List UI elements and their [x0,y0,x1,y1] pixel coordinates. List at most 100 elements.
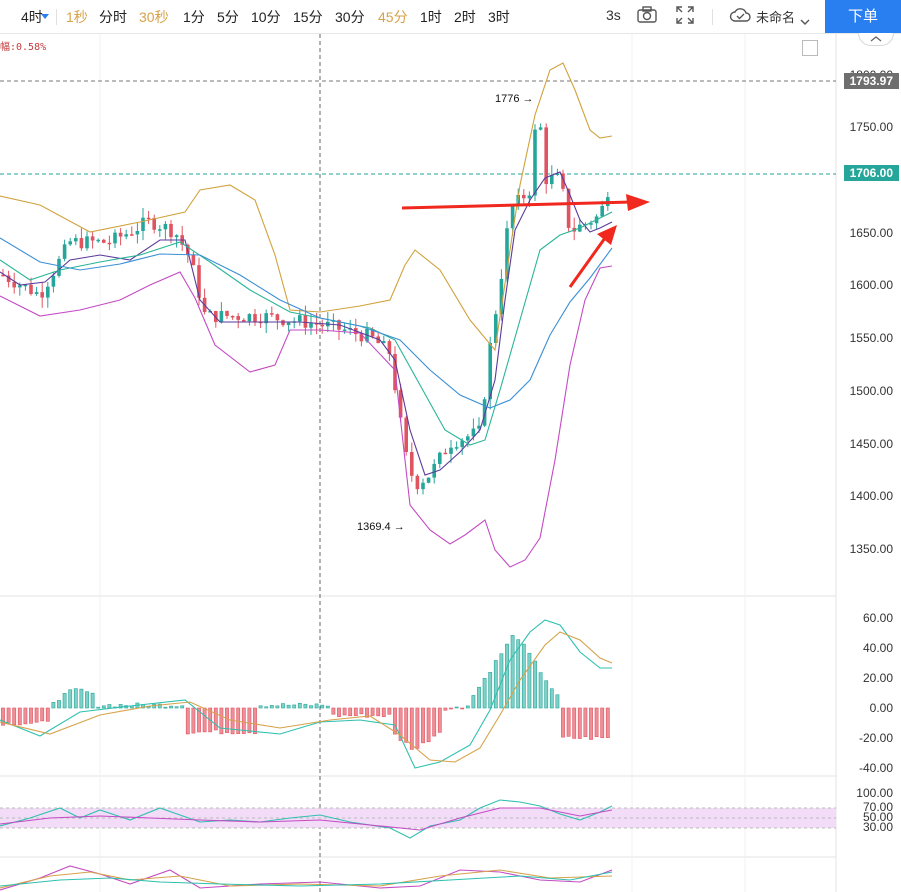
candle-body [432,463,436,478]
candle-body [370,328,375,337]
macd-bar [589,707,593,740]
macd-bar [370,707,375,716]
candle-body [264,313,268,324]
candle-body [12,282,16,288]
divider [56,9,57,25]
candle-body [163,223,168,230]
macd-bar [292,704,297,709]
candle-body [174,235,179,238]
timeframe-1h[interactable]: 1时 [420,9,442,25]
candle-body [320,324,324,327]
macd-bar [62,693,67,709]
cloud-icon[interactable] [729,6,751,29]
chevron-down-icon[interactable] [41,14,49,19]
candle-body [482,399,487,426]
macd-bar [79,688,84,709]
timeframe-45m[interactable]: 45分 [378,9,408,25]
timeframe-3h[interactable]: 3时 [488,9,510,25]
macd-bar [101,705,106,709]
candle-body [443,452,448,455]
macd-bar [29,707,33,724]
candle-body [40,292,44,298]
macd-bar [505,643,509,709]
candle-body [454,447,459,449]
macd-bar [365,707,369,718]
collapse-toolbar-button[interactable] [858,33,894,46]
red-arrow [401,200,633,210]
macd-bar [572,707,577,739]
macd-bar [118,704,123,709]
macd-bar [253,707,257,735]
red-arrow-head [597,225,617,245]
candle-body [6,275,11,283]
macd-bar [583,707,588,737]
macd-bar [17,707,22,726]
timeframe-1m[interactable]: 1分 [183,9,205,25]
macd-bar [185,707,190,735]
change-percent: 幅:0.58% [0,42,47,53]
macd-bar [247,707,252,734]
candle-body [219,311,224,323]
divider [712,9,713,25]
candle-body [225,311,229,316]
macd-bar [269,705,274,709]
high-annotation: 1776 → [495,93,534,105]
candle-body [135,230,140,235]
candle-body [449,447,453,454]
candle-body [113,232,117,244]
ma-mid [0,211,613,446]
macd-bar [85,691,89,709]
rsi-axis-label: 70.00 [862,800,893,814]
macd-bar [398,707,403,741]
macd-bar [213,707,218,731]
ma-slow [0,237,613,409]
candle-body [566,188,571,228]
macd-bar [432,707,437,737]
timeframe-1s[interactable]: 1秒 [66,9,88,25]
fullscreen-icon[interactable] [675,5,695,30]
macd-bar [443,707,448,711]
macd-bar [107,704,112,709]
macd-bar [566,707,571,737]
candle-body [342,329,347,331]
timeframe-15m[interactable]: 15分 [293,9,323,25]
macd-bar [331,707,336,715]
candle-body [1,274,5,277]
macd-bar [225,707,229,733]
layout-name[interactable]: 未命名 [756,10,796,25]
macd-bar [437,707,442,733]
price-axis-label: 1500.00 [849,384,893,398]
candle-body [421,482,425,490]
rsi-axis-label: 50.00 [862,810,893,824]
timeframe-10m[interactable]: 10分 [251,9,281,25]
timeframe-30s[interactable]: 30秒 [139,9,169,25]
macd-bar [600,707,605,738]
timeframe-tick[interactable]: 分时 [99,9,127,25]
candle-body [253,314,257,322]
timeframe-5m[interactable]: 5分 [217,9,239,25]
candle-body [303,315,308,328]
candle-body [466,436,470,441]
candle-body [314,323,319,325]
timeframe-2h[interactable]: 2时 [454,9,476,25]
camera-icon[interactable] [636,5,658,30]
candle-body [600,205,604,217]
candle-body [488,342,492,400]
ma-fast [0,171,613,476]
rsi-axis-label: 30.00 [862,820,893,834]
timeframe-4h[interactable]: 4时 [21,9,43,25]
expand-icon[interactable] [802,40,818,56]
candle-body [387,341,392,354]
candle-body [118,232,123,237]
red-arrow [568,237,607,288]
timeframe-30m[interactable]: 30分 [335,9,365,25]
macd-bar [477,686,481,709]
chevron-down-icon[interactable] [800,13,810,31]
macd-bar [516,639,521,709]
macd-bar [348,707,353,717]
refresh-interval[interactable]: 3s [606,7,621,23]
order-button[interactable]: 下单 [825,0,901,33]
candle-body [158,229,162,231]
candle-body [286,322,291,326]
